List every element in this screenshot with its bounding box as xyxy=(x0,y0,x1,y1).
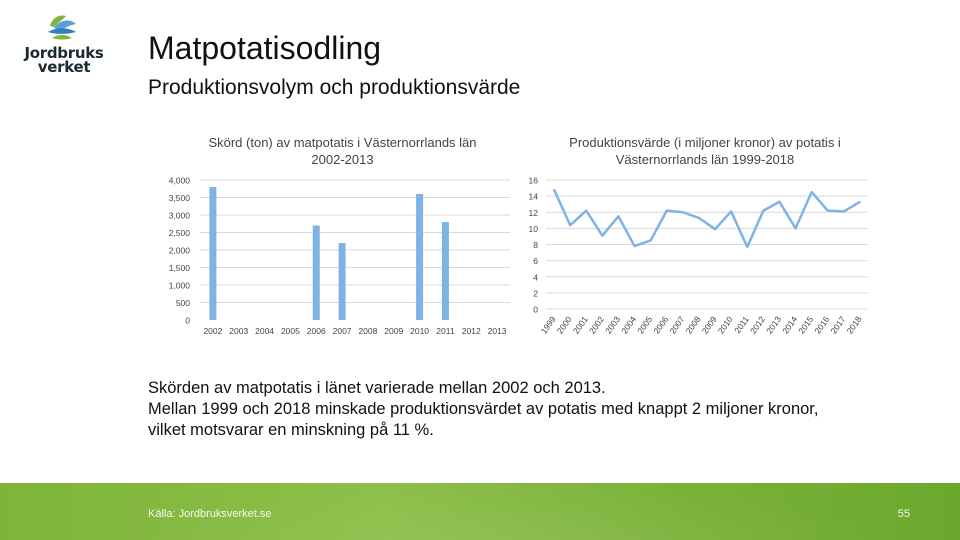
chart2-point xyxy=(633,245,636,247)
chart2-x-tick-label: 2006 xyxy=(651,314,670,335)
chart2-x-tick-label: 2014 xyxy=(780,314,799,335)
footer-bar xyxy=(0,483,960,540)
chart1-bar xyxy=(209,187,217,320)
chart2-point xyxy=(649,239,652,242)
summary-line-1: Skörden av matpotatis i länet varierade … xyxy=(148,379,606,397)
chart2-point xyxy=(746,246,749,248)
chart2-point xyxy=(778,200,781,203)
chart2-point xyxy=(826,209,829,212)
chart2-point xyxy=(569,224,571,226)
chart2-point xyxy=(665,209,668,212)
page-title: Matpotatisodling xyxy=(148,30,382,66)
chart2-x-tick-label: 2001 xyxy=(571,314,590,335)
chart2-x-tick-label: 2008 xyxy=(684,314,703,335)
chart2-point xyxy=(585,209,588,212)
chart1-x-tick-label: 2004 xyxy=(255,326,274,336)
chart1-x-tick-label: 2003 xyxy=(229,326,248,336)
summary-line-3: vilket motsvarar en minskning på 11 %. xyxy=(148,421,434,439)
chart1-x-tick-label: 2013 xyxy=(488,326,507,336)
chart2-point xyxy=(714,228,716,230)
chart2-x-tick-label: 2004 xyxy=(619,314,638,335)
chart1-x-tick-label: 2009 xyxy=(384,326,403,336)
chart1-x-tick-label: 2006 xyxy=(307,326,326,336)
chart1-y-tick-label: 0 xyxy=(185,316,190,326)
chart2-point xyxy=(601,234,604,237)
chart1-bar xyxy=(416,194,424,320)
logo-emblem-icon xyxy=(48,15,76,40)
jordbruksverket-logo: Jordbruks verket xyxy=(12,12,112,87)
summary-line-2: Mellan 1999 och 2018 minskade produktion… xyxy=(148,400,819,418)
chart2-x-tick-label: 2010 xyxy=(716,314,735,335)
chart2-x-tick-label: 2003 xyxy=(603,314,622,335)
chart2-x-tick-label: 2002 xyxy=(587,314,606,335)
chart2-x-tick-label: 2015 xyxy=(796,314,815,335)
chart2-x-tick-label: 2013 xyxy=(764,314,783,335)
chart1-x-tick-label: 2005 xyxy=(281,326,300,336)
chart2-y-tick-label: 2 xyxy=(533,288,538,298)
logo-text-line2: verket xyxy=(37,58,91,76)
chart2-point xyxy=(682,211,684,214)
summary-text: Skörden av matpotatis i länet varierade … xyxy=(148,378,938,441)
chart2-x-tick-label: 2018 xyxy=(845,314,864,335)
chart1-y-tick-label: 500 xyxy=(176,298,190,308)
chart2-point xyxy=(843,210,845,213)
chart2-point xyxy=(617,215,620,218)
chart2-y-tick-label: 4 xyxy=(533,272,538,282)
chart2-x-tick-label: 2009 xyxy=(700,314,719,335)
chart2-point xyxy=(553,188,555,191)
chart2-x-tick-label: 2011 xyxy=(732,314,751,335)
chart1-x-tick-label: 2011 xyxy=(436,326,455,336)
chart1-y-tick-label: 1,000 xyxy=(169,281,191,291)
chart1-title: Skörd (ton) av matpotatis i Västernorrla… xyxy=(208,135,477,167)
chart1-x-tick-label: 2010 xyxy=(410,326,429,336)
logo-text-line1: Jordbruks xyxy=(24,44,104,62)
chart1-y-tick-label: 3,000 xyxy=(169,211,191,221)
page-number: 55 xyxy=(897,508,910,520)
chart2-x-tick-label: 2016 xyxy=(812,314,831,335)
chart1-y-tick-label: 4,000 xyxy=(169,176,191,186)
chart2-y-tick-label: 6 xyxy=(533,256,538,266)
chart1-x-tick-label: 2007 xyxy=(333,326,352,336)
chart2-y-tick-label: 16 xyxy=(529,176,539,186)
page-subtitle: Produktionsvolym och produktionsvärde xyxy=(148,76,521,99)
chart2-x-tick-label: 2012 xyxy=(748,314,767,335)
chart2-y-tick-label: 0 xyxy=(533,305,538,315)
chart1-x-tick-label: 2002 xyxy=(203,326,222,336)
chart1-y-tick-label: 3,500 xyxy=(169,193,191,203)
chart2-y-tick-label: 10 xyxy=(529,224,539,234)
chart2-y-tick-label: 14 xyxy=(529,192,539,202)
chart1-bar xyxy=(338,243,346,320)
chart2-x-tick-label: 2005 xyxy=(635,314,654,335)
chart2-y-tick-label: 12 xyxy=(529,208,539,218)
chart1-y-tick-label: 1,500 xyxy=(169,263,191,273)
chart1-y-tick-label: 2,500 xyxy=(169,228,191,238)
chart1-x-tick-label: 2008 xyxy=(358,326,377,336)
chart2-point xyxy=(698,217,700,219)
chart2-point xyxy=(730,210,732,213)
chart2-x-tick-label: 2000 xyxy=(555,314,574,335)
chart2-title: Produktionsvärde (i miljoner kronor) av … xyxy=(569,135,841,167)
chart2-x-tick-label: 1999 xyxy=(539,314,558,335)
chart1-bar xyxy=(312,225,320,320)
chart2-y-tick-label: 8 xyxy=(533,240,538,250)
chart2-x-tick-label: 2007 xyxy=(667,314,686,335)
chart2-point xyxy=(762,209,765,212)
source-text: Källa: Jordbruksverket.se xyxy=(148,508,272,520)
chart2-point xyxy=(810,191,813,193)
chart2-x-tick-label: 2017 xyxy=(828,314,847,335)
chart2-series-line xyxy=(552,189,861,249)
chart1-x-tick-label: 2012 xyxy=(462,326,481,336)
chart1-y-tick-label: 2,000 xyxy=(169,246,191,256)
chart2-point xyxy=(859,200,861,203)
chart2-point xyxy=(794,227,797,230)
chart1-bar xyxy=(441,222,449,320)
